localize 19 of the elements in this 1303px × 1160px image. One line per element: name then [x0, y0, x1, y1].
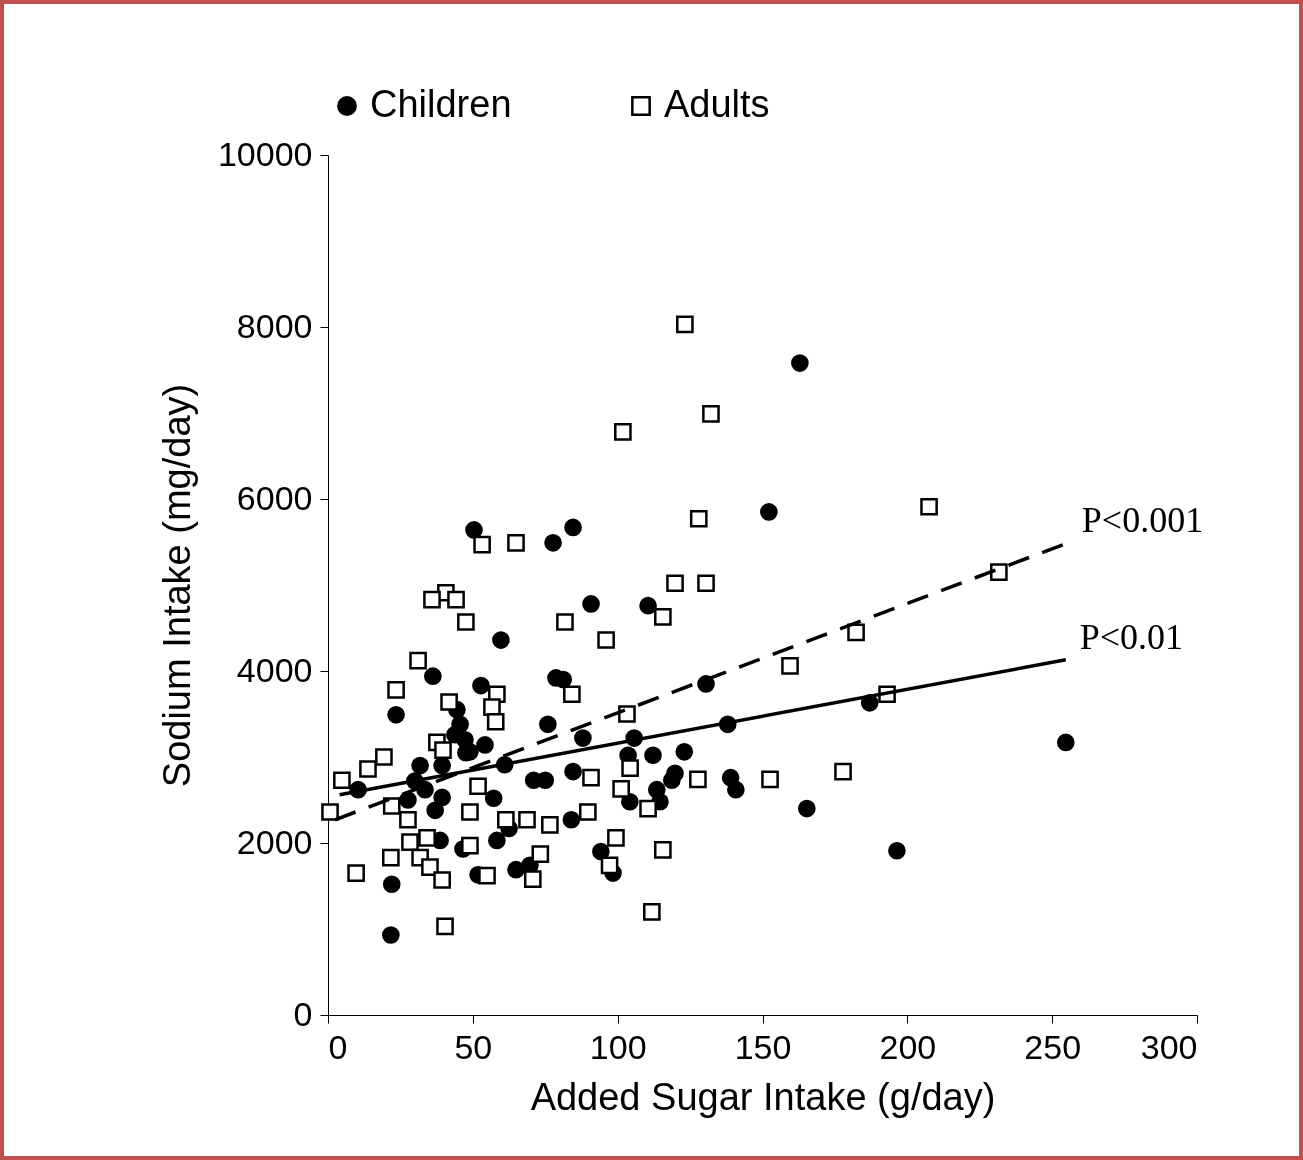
y-tick-label: 4000: [236, 650, 313, 689]
x-tick-label: 100: [589, 1027, 647, 1066]
legend-label: Adults: [664, 83, 770, 125]
y-axis-title: Sodium Intake (mg/day): [155, 383, 198, 788]
annotation: P<0.01: [1079, 616, 1184, 657]
x-tick-label: 300: [1140, 1027, 1198, 1066]
x-tick-label: 150: [734, 1027, 792, 1066]
annotation: P<0.001: [1081, 499, 1204, 540]
x-tick-label: 50: [454, 1027, 493, 1066]
legend-label: Children: [370, 83, 512, 125]
y-tick-label: 6000: [236, 478, 313, 517]
x-tick-label: 250: [1024, 1027, 1082, 1066]
y-tick-label: 0: [293, 994, 313, 1033]
x-axis-title: Added Sugar Intake (g/day): [530, 1075, 996, 1118]
x-tick-label: 200: [879, 1027, 937, 1066]
x-tick-label: 0: [328, 1027, 348, 1066]
y-tick-label: 10000: [217, 134, 313, 173]
y-tick-label: 2000: [236, 822, 313, 861]
y-tick-label: 8000: [236, 306, 313, 345]
